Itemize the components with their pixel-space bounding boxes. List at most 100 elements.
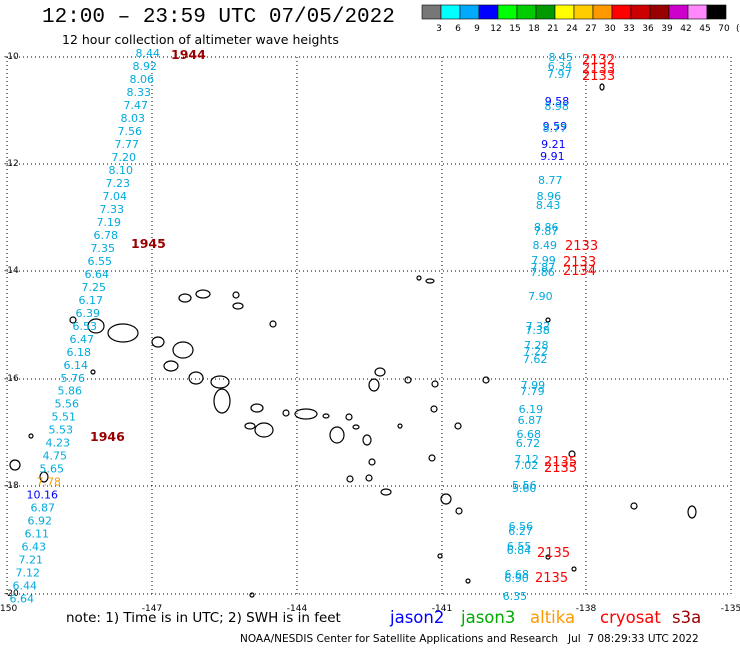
swh-label-west: 5.76: [61, 372, 86, 385]
swh-label-east: 7.90: [528, 290, 553, 303]
time-label-east: 2135: [544, 461, 577, 476]
swh-label-east: 6.56: [509, 520, 534, 533]
swh-label-east: 8.77: [538, 174, 563, 187]
island-outline: [454, 422, 462, 430]
axis-x-label: -138: [576, 604, 597, 614]
island-outline: [87, 318, 105, 334]
swh-label-west: 7.21: [19, 554, 44, 567]
swh-label-east: 7.79: [520, 385, 545, 398]
island-outline: [571, 566, 577, 572]
swh-label-west: 6.78: [94, 229, 119, 242]
swh-label-west: 7.78: [37, 476, 62, 489]
colorbar-tick-label: 39: [661, 24, 673, 34]
swh-label-east: 9.59: [543, 120, 568, 133]
swh-label-west: 7.56: [118, 125, 143, 138]
swh-label-west: 5.56: [55, 398, 80, 411]
swh-label-west: 6.17: [79, 294, 104, 307]
swh-label-west: 6.14: [64, 359, 89, 372]
island-outline: [430, 405, 438, 413]
island-outline: [455, 507, 463, 515]
island-outline: [294, 408, 318, 420]
island-outline: [322, 413, 330, 419]
swh-label-west: 6.64: [10, 593, 35, 606]
colorbar-swatch: [592, 4, 613, 20]
time-label-west: 1946: [90, 429, 125, 444]
swh-label-east: 6.34: [548, 60, 573, 73]
swh-label-east: 6.68: [516, 428, 541, 441]
island-outline: [397, 423, 403, 429]
island-outline: [28, 433, 34, 439]
island-outline: [630, 502, 638, 510]
colorbar-tick-label: 21: [547, 24, 558, 34]
axis-x-label: -135: [721, 604, 740, 614]
swh-label-west: 7.33: [100, 203, 125, 216]
colorbar-swatch: [630, 4, 651, 20]
chart-title: 12:00 – 23:59 UTC 07/05/2022: [42, 6, 395, 29]
swh-label-west: 6.44: [13, 580, 38, 593]
time-label-east: 2133: [565, 239, 598, 254]
swh-label-east: 6.72: [516, 437, 541, 450]
colorbar-swatch: [687, 4, 708, 20]
axis-y-label: -18: [4, 481, 19, 491]
island-outline: [545, 554, 551, 560]
colorbar-swatch: [421, 4, 442, 20]
swh-label-east: 7.86: [530, 266, 555, 279]
swh-label-east: 8.86: [534, 221, 559, 234]
island-outline: [416, 275, 422, 281]
swh-label-west: 6.64: [85, 268, 110, 281]
colorbar-tick-label: 45: [699, 24, 710, 34]
island-outline: [329, 426, 345, 444]
swh-label-west: 8.06: [130, 73, 155, 86]
island-outline: [368, 378, 380, 392]
swh-label-west: 5.65: [40, 463, 65, 476]
island-outline: [425, 278, 435, 284]
island-outline: [249, 592, 255, 598]
swh-label-east: 7.02: [514, 459, 539, 472]
chart-subtitle: 12 hour collection of altimeter wave hei…: [62, 32, 339, 47]
legend-jason3: jason3: [461, 608, 516, 627]
island-outline: [90, 369, 96, 375]
swh-label-east: 8.49: [533, 239, 558, 252]
colorbar-tick-label: 12: [490, 24, 501, 34]
colorbar-swatch: [706, 4, 727, 20]
colorbar-swatch: [516, 4, 537, 20]
island-outline: [380, 488, 392, 496]
time-label-west: 1944: [171, 47, 206, 62]
island-outline: [282, 409, 290, 417]
island-outline: [687, 505, 697, 519]
swh-label-west: 8.33: [127, 86, 152, 99]
swh-label-west: 6.53: [73, 320, 98, 333]
colorbar-swatch: [554, 4, 575, 20]
axis-y-label: -10: [4, 52, 19, 62]
swh-label-east: 6.55: [507, 540, 532, 553]
colorbar-swatch: [440, 4, 461, 20]
island-outline: [365, 474, 373, 482]
swh-label-east: 7.12: [514, 453, 539, 466]
swh-label-east: 9.21: [541, 138, 566, 151]
legend-s3a: s3a: [672, 608, 702, 627]
swh-label-east: 5.56: [512, 479, 537, 492]
island-outline: [69, 316, 77, 324]
swh-label-east: 8.45: [549, 51, 574, 64]
swh-label-east: 9.91: [540, 150, 565, 163]
swh-label-east: 7.87: [534, 225, 559, 238]
axis-x-label: -141: [432, 604, 452, 614]
colorbar-swatch: [668, 4, 689, 20]
island-outline: [163, 360, 179, 372]
island-outline: [254, 422, 274, 438]
swh-label-west: 6.39: [76, 307, 101, 320]
island-outline: [431, 380, 439, 388]
time-label-east: 2133: [582, 69, 615, 84]
colorbar-tick-label: 18: [528, 24, 540, 34]
swh-label-east: 6.35: [503, 590, 528, 603]
legend-jason2: jason2: [390, 608, 445, 627]
island-outline: [9, 459, 21, 471]
time-label-east: 2133: [563, 255, 596, 270]
time-label-east: 2132: [582, 53, 615, 68]
swh-label-west: 7.35: [91, 242, 116, 255]
swh-label-west: 8.44: [136, 47, 161, 60]
colorbar-swatch: [611, 4, 632, 20]
colorbar-tick-label: 27: [585, 24, 596, 34]
time-label-east: 2135: [537, 546, 570, 561]
swh-label-east: 7.22: [524, 345, 549, 358]
